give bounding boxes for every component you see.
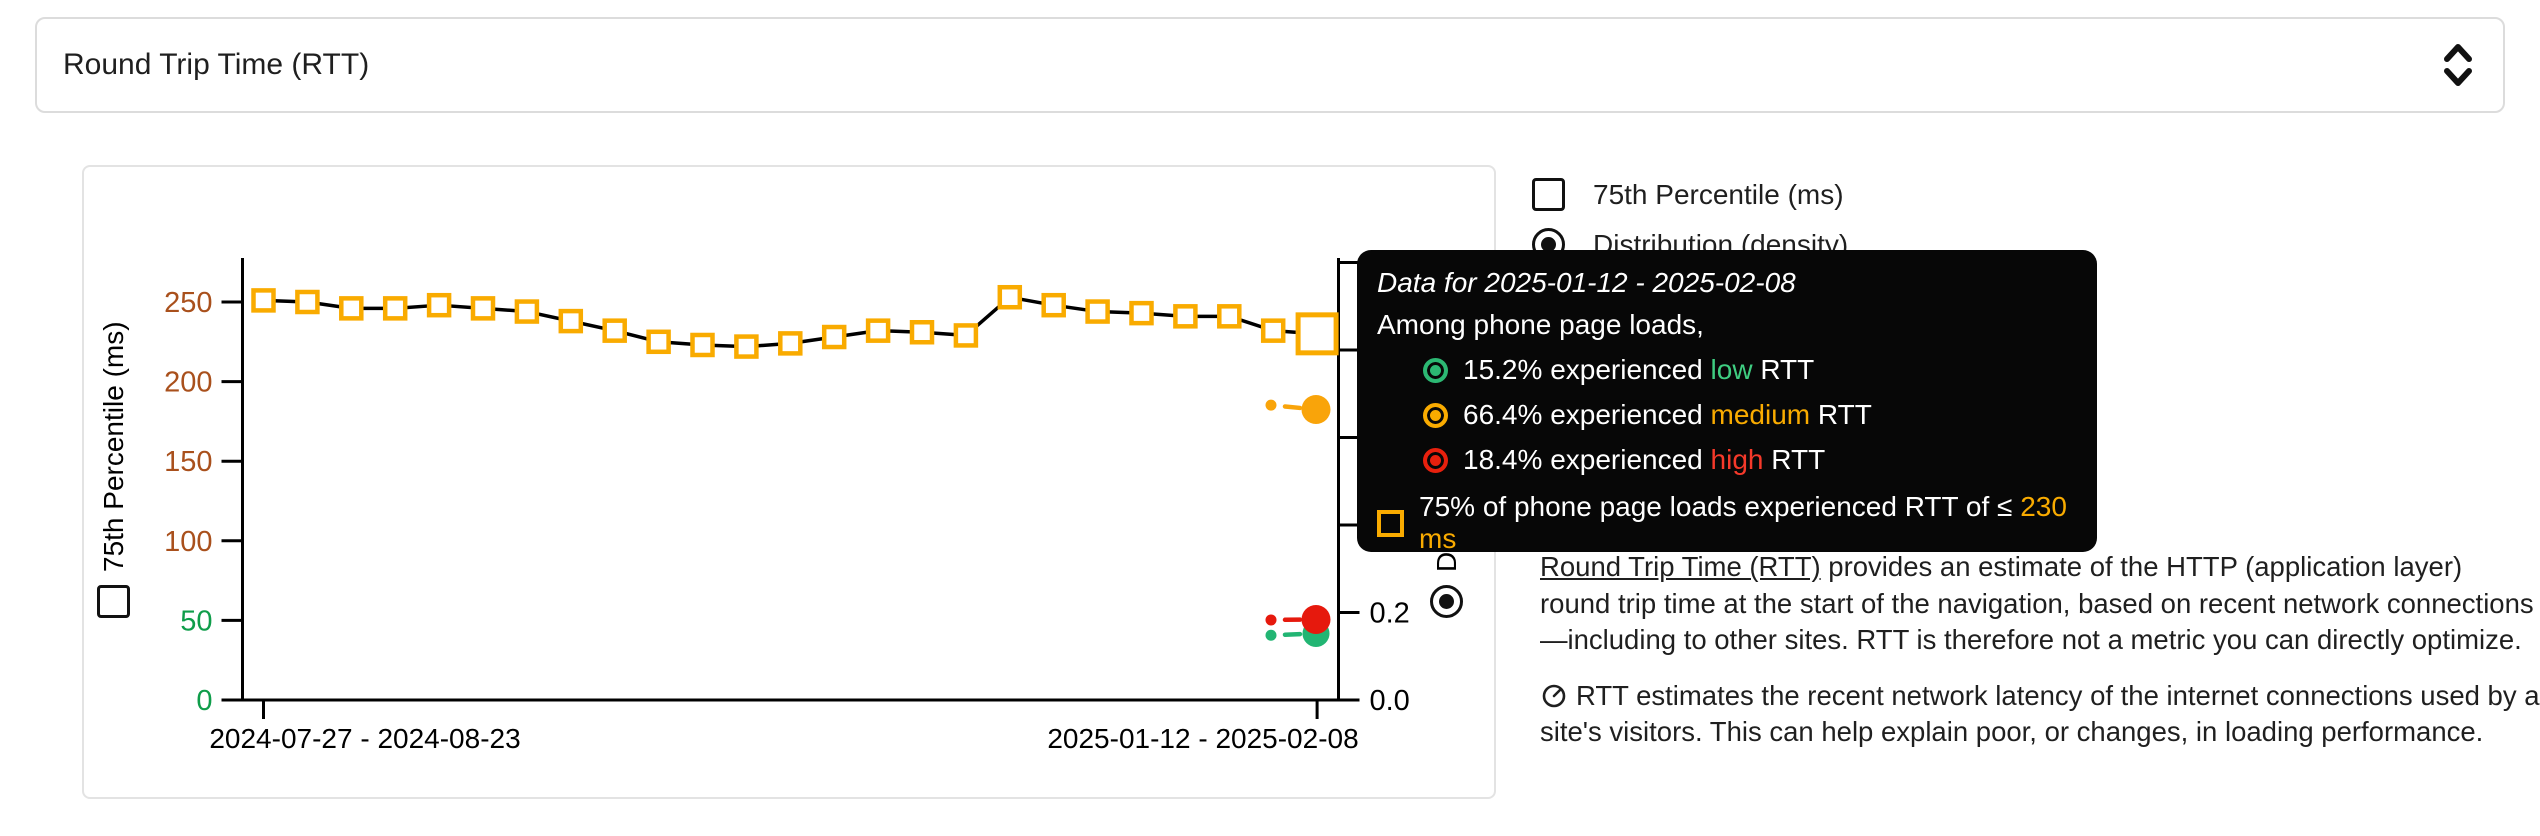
rtt-docs-link[interactable]: Round Trip Time (RTT) (1540, 551, 1821, 582)
metric-selector-value: Round Trip Time (RTT) (63, 48, 370, 81)
distribution-axis-radio[interactable] (1430, 585, 1463, 618)
description-paragraph-2: RTT estimates the recent network latency… (1540, 679, 2540, 748)
tooltip-low-text: 15.2% experienced low RTT (1463, 354, 1815, 385)
left-axis-label: 75th Percentile (ms) (97, 321, 130, 618)
svg-text:150: 150 (164, 446, 212, 478)
chart-tooltip: Data for 2025-01-12 - 2025-02-08 Among p… (1357, 250, 2097, 555)
low-ring-icon (1423, 357, 1448, 383)
medium-ring-icon (1423, 402, 1448, 428)
svg-text:100: 100 (164, 526, 212, 558)
svg-text:0.2: 0.2 (1370, 598, 1410, 630)
tooltip-high-row: 18.4% experienced high RTT (1423, 444, 2073, 476)
tooltip-low-row: 15.2% experienced low RTT (1423, 354, 2073, 386)
percentile-checkbox[interactable] (1532, 178, 1565, 211)
high-ring-icon (1423, 447, 1448, 473)
tooltip-high-text: 18.4% experienced high RTT (1463, 444, 1826, 475)
legend-label-percentile: 75th Percentile (ms) (1593, 178, 1844, 210)
svg-text:0: 0 (196, 685, 212, 717)
tooltip-subtitle: Among phone page loads, (1377, 309, 1704, 340)
x-axis-tick-label-last: 2025-01-12 - 2025-02-08 (1047, 723, 1359, 754)
metric-selector[interactable]: Round Trip Time (RTT) (35, 17, 2505, 113)
svg-text:250: 250 (164, 287, 212, 319)
gauge-icon (1542, 684, 1566, 707)
svg-text:200: 200 (164, 367, 212, 399)
description-paragraph-1: Round Trip Time (RTT) provides an estima… (1540, 551, 2534, 655)
square-marker-icon (1377, 509, 1404, 537)
tooltip-medium-text: 66.4% experienced medium RTT (1463, 399, 1872, 430)
tooltip-p75-row: 75% of phone page loads experienced RTT … (1377, 491, 2073, 555)
tooltip-medium-row: 66.4% experienced medium RTT (1423, 399, 2073, 431)
percentile-axis-checkbox[interactable] (97, 585, 130, 618)
rtt-line-chart[interactable]: 0 50 100 150 200 250 0.0 0.2 (82, 165, 1496, 799)
rtt-chart-card (82, 165, 1496, 799)
x-axis-tick-label-first: 2024-07-27 - 2024-08-23 (209, 723, 521, 754)
unfold-more-icon (2444, 44, 2472, 86)
svg-text:50: 50 (180, 605, 212, 637)
metric-description: Round Trip Time (RTT) provides an estima… (1540, 549, 2540, 751)
svg-text:0.0: 0.0 (1370, 685, 1410, 717)
tooltip-title: Data for 2025-01-12 - 2025-02-08 (1377, 267, 1796, 298)
legend-item-percentile[interactable]: 75th Percentile (ms) (1532, 178, 1848, 211)
tooltip-p75-text: 75% of phone page loads experienced RTT … (1419, 491, 2067, 554)
left-axis-label-text: 75th Percentile (ms) (97, 321, 129, 572)
